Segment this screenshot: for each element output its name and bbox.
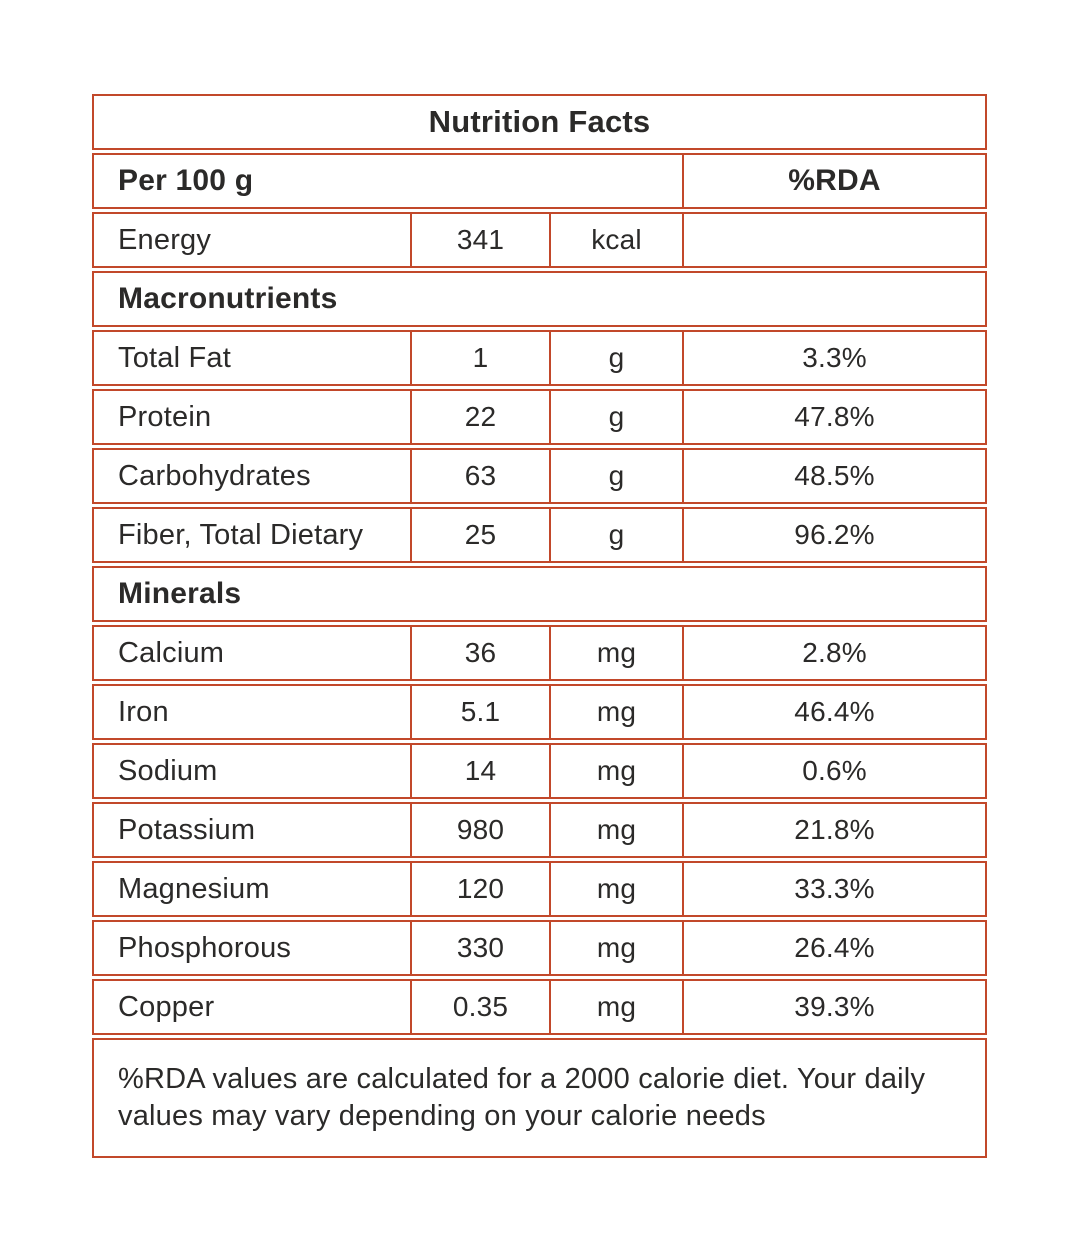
nutrient-rda: 3.3% bbox=[682, 332, 985, 384]
section-heading: Macronutrients bbox=[118, 282, 338, 315]
nutrient-name: Phosphorous bbox=[118, 931, 292, 964]
table-header-row: Per 100 g %RDA bbox=[92, 153, 987, 209]
table-title-row: Nutrition Facts bbox=[92, 94, 987, 150]
nutrient-row: Protein 22 g 47.8% bbox=[92, 389, 987, 445]
nutrient-value: 22 bbox=[410, 391, 549, 443]
footnote-row: %RDA values are calculated for a 2000 ca… bbox=[92, 1038, 987, 1158]
nutrient-rda: 39.3% bbox=[682, 981, 985, 1033]
nutrient-value: 341 bbox=[410, 214, 549, 266]
nutrient-name: Fiber, Total Dietary bbox=[118, 518, 364, 551]
nutrient-unit: kcal bbox=[549, 214, 682, 266]
nutrient-value: 36 bbox=[410, 627, 549, 679]
nutrient-row: Total Fat 1 g 3.3% bbox=[92, 330, 987, 386]
nutrient-name: Copper bbox=[118, 990, 215, 1023]
nutrient-rda: 26.4% bbox=[682, 922, 985, 974]
nutrient-value: 0.35 bbox=[410, 981, 549, 1033]
nutrient-value: 5.1 bbox=[410, 686, 549, 738]
nutrient-unit: g bbox=[549, 332, 682, 384]
nutrient-value: 14 bbox=[410, 745, 549, 797]
nutrient-name: Total Fat bbox=[118, 341, 232, 374]
nutrient-value: 25 bbox=[410, 509, 549, 561]
section-macronutrients: Macronutrients Total Fat 1 g 3.3% Protei… bbox=[92, 271, 987, 563]
footnote-text: %RDA values are calculated for a 2000 ca… bbox=[118, 1063, 926, 1132]
nutrient-unit: mg bbox=[549, 745, 682, 797]
nutrient-rda bbox=[682, 214, 985, 266]
nutrient-name: Sodium bbox=[118, 754, 218, 787]
nutrient-rda: 47.8% bbox=[682, 391, 985, 443]
nutrient-value: 1 bbox=[410, 332, 549, 384]
nutrient-name: Potassium bbox=[118, 813, 256, 846]
nutrient-value: 120 bbox=[410, 863, 549, 915]
section-heading: Minerals bbox=[118, 577, 242, 610]
nutrient-value: 980 bbox=[410, 804, 549, 856]
nutrient-unit: mg bbox=[549, 981, 682, 1033]
nutrient-rda: 96.2% bbox=[682, 509, 985, 561]
nutrient-rda: 0.6% bbox=[682, 745, 985, 797]
nutrient-row: Sodium 14 mg 0.6% bbox=[92, 743, 987, 799]
nutrient-unit: g bbox=[549, 391, 682, 443]
nutrient-row: Potassium 980 mg 21.8% bbox=[92, 802, 987, 858]
nutrition-facts-table: Nutrition Facts Per 100 g %RDA Energy 34… bbox=[92, 94, 987, 1161]
nutrient-row: Iron 5.1 mg 46.4% bbox=[92, 684, 987, 740]
nutrient-unit: mg bbox=[549, 686, 682, 738]
nutrient-name: Energy bbox=[118, 223, 212, 256]
nutrient-row: Copper 0.35 mg 39.3% bbox=[92, 979, 987, 1035]
section-heading-row: Macronutrients bbox=[92, 271, 987, 327]
nutrient-name: Calcium bbox=[118, 636, 225, 669]
nutrient-rda: 46.4% bbox=[682, 686, 985, 738]
nutrient-rda: 33.3% bbox=[682, 863, 985, 915]
nutrient-unit: g bbox=[549, 509, 682, 561]
nutrient-row: Magnesium 120 mg 33.3% bbox=[92, 861, 987, 917]
nutrient-row: Fiber, Total Dietary 25 g 96.2% bbox=[92, 507, 987, 563]
nutrient-value: 330 bbox=[410, 922, 549, 974]
rda-column-header: %RDA bbox=[682, 155, 985, 207]
section-heading-row: Minerals bbox=[92, 566, 987, 622]
nutrient-row: Calcium 36 mg 2.8% bbox=[92, 625, 987, 681]
energy-row: Energy 341 kcal bbox=[92, 212, 987, 268]
nutrient-name: Protein bbox=[118, 400, 212, 433]
nutrient-unit: mg bbox=[549, 804, 682, 856]
serving-size-header: Per 100 g bbox=[118, 164, 254, 197]
section-minerals: Minerals Calcium 36 mg 2.8% Iron 5.1 mg … bbox=[92, 566, 987, 1035]
nutrient-unit: mg bbox=[549, 922, 682, 974]
nutrient-name: Carbohydrates bbox=[118, 459, 311, 492]
nutrient-row: Phosphorous 330 mg 26.4% bbox=[92, 920, 987, 976]
nutrient-name: Iron bbox=[118, 695, 169, 728]
nutrient-unit: g bbox=[549, 450, 682, 502]
nutrient-row: Carbohydrates 63 g 48.5% bbox=[92, 448, 987, 504]
nutrient-name: Magnesium bbox=[118, 872, 270, 905]
nutrient-rda: 21.8% bbox=[682, 804, 985, 856]
nutrient-value: 63 bbox=[410, 450, 549, 502]
nutrient-rda: 48.5% bbox=[682, 450, 985, 502]
nutrient-unit: mg bbox=[549, 863, 682, 915]
nutrient-rda: 2.8% bbox=[682, 627, 985, 679]
table-title: Nutrition Facts bbox=[428, 104, 651, 139]
nutrient-unit: mg bbox=[549, 627, 682, 679]
